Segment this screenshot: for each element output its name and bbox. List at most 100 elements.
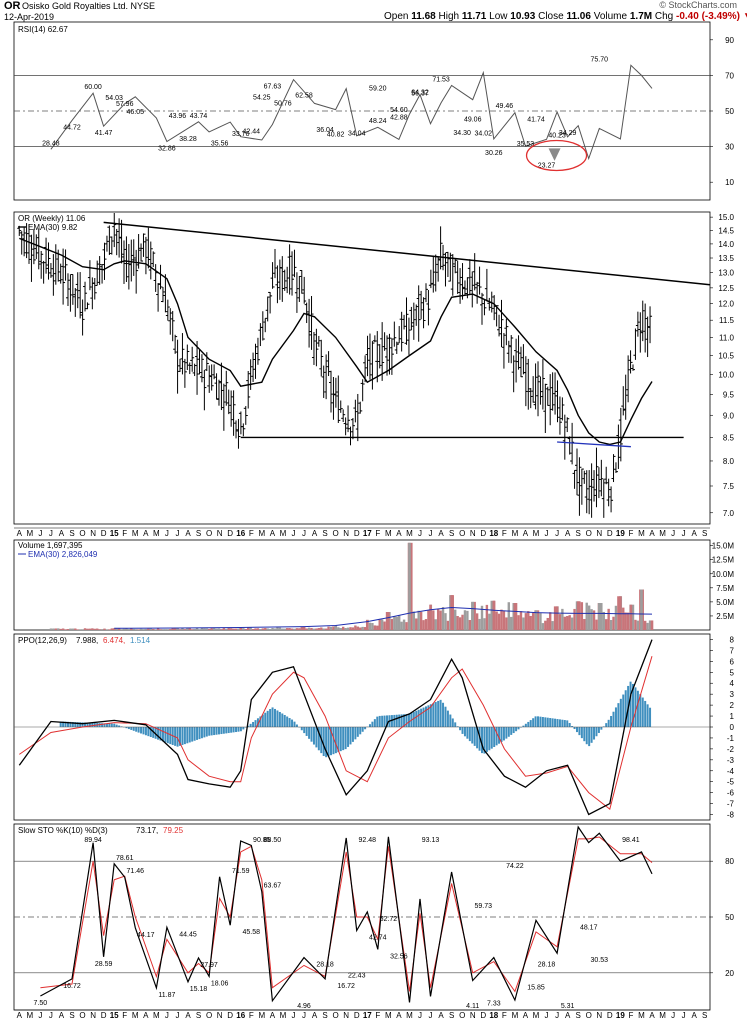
ppo-histogram-bar <box>439 699 442 727</box>
ppo-histogram-bar <box>568 722 571 727</box>
ppo-histogram-bar <box>502 727 505 741</box>
ppo-histogram-bar <box>373 719 376 727</box>
volume-bar <box>171 628 174 630</box>
ppo-ytick-label: -6 <box>727 789 735 798</box>
volume-bar <box>261 628 265 630</box>
volume-bar <box>329 626 333 630</box>
rsi-value-label: 59.20 <box>369 86 387 93</box>
time-axis-bottom-month-label: J <box>418 1011 422 1020</box>
volume-bar <box>380 619 384 630</box>
ppo-histogram-bar <box>505 727 508 739</box>
volume-bar <box>183 629 187 630</box>
ppo-histogram-bar <box>595 727 598 737</box>
price-ohlc-bar <box>426 290 431 326</box>
price-ohlc-bar <box>409 306 414 331</box>
price-ohlc-bar <box>83 281 88 312</box>
volume-bar <box>507 602 510 630</box>
volume-bar <box>505 617 508 630</box>
price-ohlc-bar <box>363 355 368 383</box>
price-ohlc-bar <box>577 457 582 516</box>
ohlc-readout: Open 11.68 High 11.71 Low 10.93 Close 11… <box>384 11 747 22</box>
price-ohlc-bar <box>195 340 200 395</box>
ppo-histogram-bar <box>237 727 240 732</box>
volume-bar <box>583 618 586 630</box>
price-ohlc-bar <box>202 369 207 411</box>
volume-bar <box>527 611 530 630</box>
ppo-histogram-bar <box>103 723 106 727</box>
ppo-histogram-bar <box>62 721 65 727</box>
volume-bar <box>544 620 547 630</box>
ppo-histogram-bar <box>432 703 435 727</box>
price-ohlc-bar <box>433 254 438 292</box>
volume-bar <box>417 610 420 630</box>
ppo-histogram-bar <box>517 727 520 730</box>
volume-bar <box>555 606 559 630</box>
volume-bar <box>356 626 359 630</box>
price-ohlc-bar <box>572 469 577 489</box>
ppo-histogram-bar <box>349 727 352 745</box>
stochastic-value-label: 4.96 <box>297 1003 311 1010</box>
price-ohlc-bar <box>419 290 424 320</box>
volume-bar <box>259 629 262 630</box>
price-ohlc-bar <box>346 405 351 433</box>
volume-bar <box>254 628 257 630</box>
price-ohlc-bar <box>365 335 370 377</box>
ppo-histogram-bar <box>437 700 440 727</box>
rsi-value-label: 49.46 <box>496 103 514 110</box>
ppo-histogram-bar <box>342 727 345 751</box>
volume-bar <box>458 617 462 630</box>
volume-bar <box>519 611 523 630</box>
volume-bar <box>650 620 654 630</box>
price-ohlc-bar <box>499 299 504 348</box>
price-ohlc-bar <box>387 333 392 375</box>
volume-bar <box>624 612 627 630</box>
volume-bar <box>510 616 513 630</box>
ppo-histogram-bar <box>254 720 257 727</box>
ppo-histogram-bar <box>273 708 276 727</box>
volume-bar <box>203 628 206 630</box>
ppo-histogram-bar <box>215 727 218 735</box>
volume-bar <box>531 612 535 630</box>
price-ohlc-bar <box>258 323 263 347</box>
ppo-histogram-bar <box>256 718 259 727</box>
volume-bar <box>541 623 545 630</box>
ppo-histogram-bar <box>610 716 613 727</box>
volume-bar <box>193 628 196 630</box>
time-axis-top-month-label: M <box>26 529 33 538</box>
volume-bar <box>244 628 247 630</box>
volume-bar <box>385 612 389 630</box>
price-ohlc-bar <box>299 269 304 294</box>
price-ohlc-bar <box>350 418 355 440</box>
ppo-histogram-bar <box>476 727 479 749</box>
ppo-histogram-bar <box>378 715 381 727</box>
time-axis-top-month-label: J <box>555 529 559 538</box>
close-value: 11.06 <box>566 11 591 22</box>
ppo-histogram-bar <box>125 727 128 729</box>
price-ohlc-bar <box>616 424 621 469</box>
stochastic-title-k-value: 73.17, <box>136 826 158 835</box>
price-ohlc-bar <box>338 400 343 413</box>
ppo-histogram-bar <box>317 727 320 751</box>
volume-bar <box>617 596 620 630</box>
price-ohlc-bar <box>302 276 307 304</box>
volume-bar <box>609 620 613 630</box>
volume-bar <box>376 625 379 630</box>
ppo-histogram-bar <box>442 702 445 727</box>
volume-bar <box>283 628 286 630</box>
ppo-histogram-bar <box>113 723 116 727</box>
rsi-oversold-fill <box>548 148 561 161</box>
price-ohlc-bar <box>187 362 192 375</box>
time-axis-top-month-label: A <box>59 529 65 538</box>
volume-bar <box>626 612 630 630</box>
ppo-title-hist-value: 1.514 <box>130 636 151 645</box>
ppo-histogram-bar <box>74 722 77 727</box>
volume-bar <box>127 629 131 630</box>
volume-bar <box>439 610 442 630</box>
price-ohlc-bar <box>100 264 105 284</box>
volume-bar <box>212 628 216 630</box>
ppo-histogram-bar <box>347 727 350 747</box>
ppo-ytick-label: 2 <box>730 701 735 710</box>
price-ohlc-bar <box>219 362 224 411</box>
volume-bar <box>74 628 77 630</box>
time-axis-top-month-label: M <box>659 529 666 538</box>
